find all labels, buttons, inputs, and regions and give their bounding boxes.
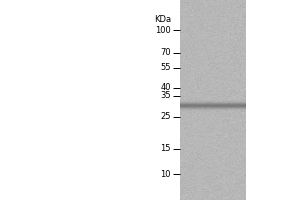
Text: 35: 35: [160, 91, 171, 100]
Text: KDa: KDa: [154, 15, 171, 24]
Text: 100: 100: [155, 26, 171, 35]
Text: 40: 40: [160, 83, 171, 92]
Text: 10: 10: [160, 170, 171, 179]
Text: 25: 25: [160, 112, 171, 121]
Text: 70: 70: [160, 48, 171, 57]
Text: 15: 15: [160, 144, 171, 153]
Bar: [180, 0, 246, 200]
Text: 55: 55: [160, 63, 171, 72]
